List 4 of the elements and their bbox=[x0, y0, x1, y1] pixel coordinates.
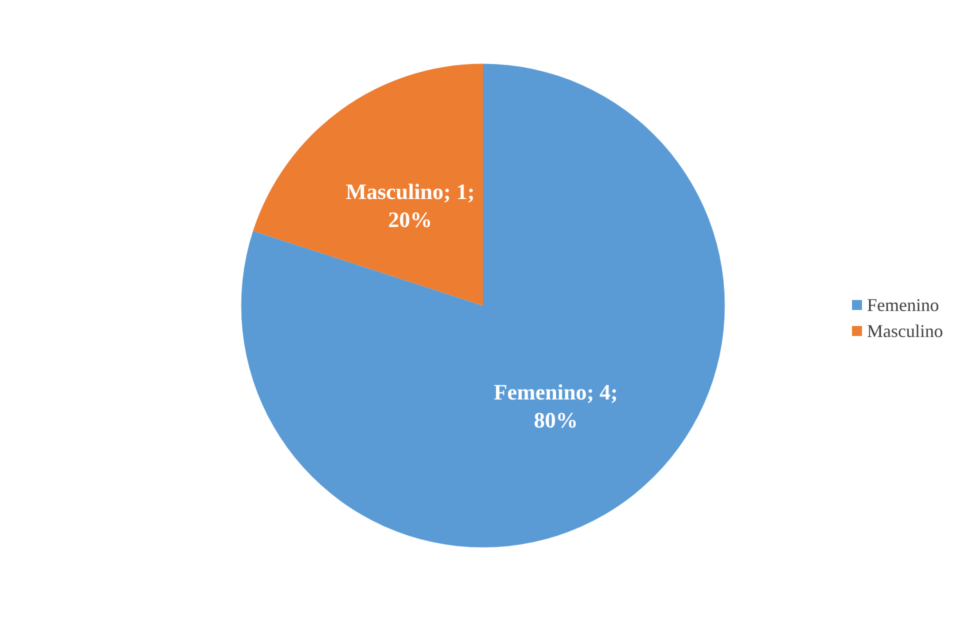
legend-label: Femenino bbox=[867, 295, 940, 315]
data-label: Femenino; 4; 80% bbox=[494, 379, 618, 432]
data-label: Masculino; 1; 20% bbox=[346, 178, 475, 232]
legend-label: Masculino bbox=[867, 321, 944, 341]
